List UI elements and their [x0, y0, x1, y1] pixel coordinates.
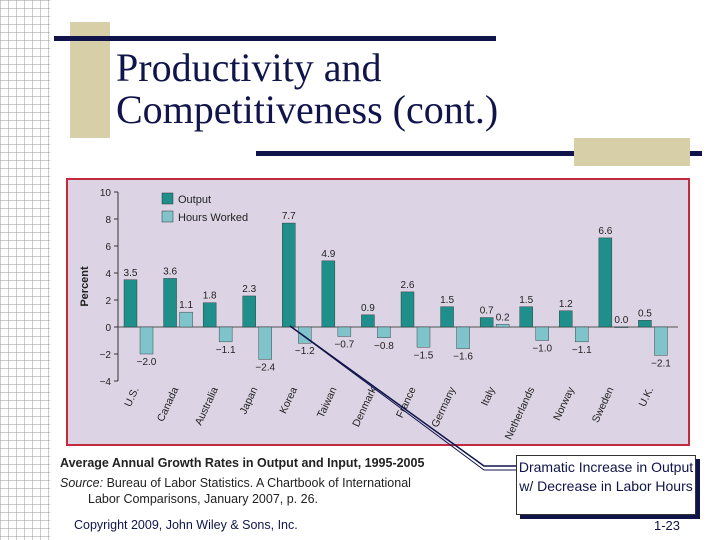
y-tick-label: 6	[105, 242, 111, 253]
hours-bar	[575, 326, 589, 343]
output-value-label: 7.7	[282, 211, 296, 222]
hours-value-label: −1.2	[295, 346, 315, 357]
hours-value-label: −1.6	[453, 352, 473, 363]
output-bar	[638, 320, 652, 328]
output-bar	[202, 302, 217, 328]
output-bar	[479, 317, 494, 328]
y-tick-label: 10	[100, 188, 112, 199]
legend-label: Hours Worked	[178, 212, 248, 224]
output-value-label: 4.9	[321, 249, 335, 260]
hours-bar	[258, 326, 272, 360]
legend-swatch	[161, 192, 174, 205]
output-value-label: 1.8	[203, 291, 217, 302]
hours-value-label: 0.0	[614, 315, 628, 326]
source-label: Source:	[60, 476, 104, 490]
output-bar	[598, 237, 613, 328]
hours-value-label: −0.7	[334, 339, 354, 350]
output-value-label: 2.3	[242, 284, 256, 295]
output-value-label: 0.9	[361, 303, 375, 314]
callout-box: Dramatic Increase in Output w/ Decrease …	[516, 455, 696, 515]
bar-chart: 10 8 6 4 2 0 −2 −4 Percent Output Hours Worked 3.5 −…	[79, 188, 678, 442]
hours-value-label: −0.8	[374, 341, 394, 352]
page-title: Productivity and Competitiveness (cont.)	[116, 47, 636, 131]
hours-value-label: −1.1	[216, 345, 236, 356]
y-axis-label: Percent	[79, 266, 91, 307]
output-value-label: 6.6	[598, 226, 612, 237]
chart-frame	[66, 178, 690, 446]
output-bar	[321, 260, 336, 328]
legend-label: Output	[178, 194, 211, 206]
output-bar	[559, 310, 573, 328]
chart-source: Source: Bureau of Labor Statistics. A Ch…	[60, 475, 490, 507]
hours-bar	[495, 324, 510, 328]
title-line-1: Productivity and	[116, 45, 382, 90]
output-value-label: 3.5	[124, 268, 138, 279]
hours-bar	[179, 311, 193, 328]
hours-value-label: −2.0	[137, 357, 157, 368]
output-bar	[242, 295, 256, 328]
output-value-label: 2.6	[401, 280, 415, 291]
hours-value-label: −2.4	[255, 362, 275, 373]
hours-value-label: 0.2	[496, 312, 510, 323]
y-tick-label: −4	[100, 377, 112, 388]
decorative-tan-block-top	[70, 22, 110, 138]
source-text: Bureau of Labor Statistics. A Chartbook …	[103, 476, 411, 490]
output-bar	[400, 291, 415, 328]
output-bar	[123, 279, 138, 328]
hours-value-label: −2.1	[651, 358, 671, 369]
output-bar	[361, 314, 375, 328]
hours-bar	[377, 326, 391, 339]
hours-bar	[654, 326, 668, 356]
hours-bar	[139, 326, 154, 355]
chart-caption: Average Annual Growth Rates in Output an…	[60, 456, 425, 470]
y-tick-label: 2	[105, 296, 111, 307]
output-value-label: 0.5	[638, 308, 652, 319]
hours-value-label: 1.1	[179, 300, 193, 311]
output-value-label: 1.2	[559, 299, 573, 310]
output-value-label: 1.5	[440, 295, 454, 306]
source-text-2: Labor Comparisons, January 2007, p. 26.	[88, 492, 318, 506]
output-value-label: 3.6	[163, 266, 177, 277]
output-bar	[282, 222, 296, 328]
page-number: 1-23	[654, 518, 681, 533]
y-tick-label: 8	[105, 215, 111, 226]
y-tick-label: 4	[105, 269, 111, 280]
output-value-label: 0.7	[480, 306, 494, 317]
hours-value-label: −1.0	[532, 344, 552, 355]
hours-bar	[218, 326, 233, 343]
output-bar	[163, 278, 177, 328]
hours-bar	[535, 326, 549, 341]
title-line-2: Competitiveness (cont.)	[116, 87, 499, 132]
output-bar	[519, 306, 533, 328]
decorative-tan-block-right	[574, 138, 690, 166]
decorative-grid-strip	[0, 0, 50, 540]
legend-swatch	[161, 210, 174, 223]
output-bar	[440, 306, 454, 328]
hours-bar	[416, 326, 431, 348]
hours-bar	[456, 326, 470, 349]
hours-bar	[614, 326, 629, 329]
hours-value-label: −1.1	[572, 345, 592, 356]
y-tick-label: −2	[100, 350, 112, 361]
hours-bar	[337, 326, 352, 337]
hours-value-label: −1.5	[414, 350, 434, 361]
y-tick-label: 0	[105, 323, 111, 334]
decorative-navy-rule-bottom	[256, 151, 702, 156]
decorative-navy-rule-top	[54, 36, 496, 41]
copyright: Copyright 2009, John Wiley & Sons, Inc.	[74, 518, 298, 532]
output-value-label: 1.5	[519, 295, 533, 306]
